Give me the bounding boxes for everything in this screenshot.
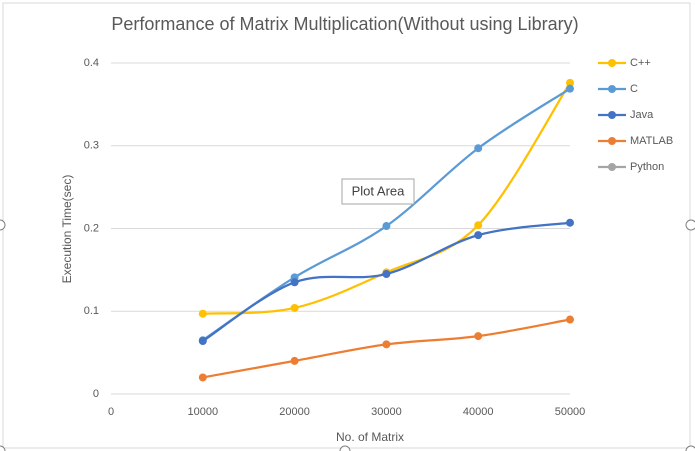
- tooltip-box: [341, 178, 415, 205]
- resize-handle[interactable]: [0, 445, 6, 451]
- legend-swatch: [608, 163, 616, 171]
- point: [474, 332, 483, 341]
- y-tick-label: 0.3: [84, 140, 99, 152]
- legend-label: Python: [630, 161, 664, 173]
- x-axis-label: No. of Matrix: [336, 430, 404, 444]
- point: [474, 144, 483, 153]
- legend-swatch: [608, 59, 616, 67]
- legend: C++ C Java MATLAB Python: [598, 57, 673, 173]
- point: [474, 221, 483, 230]
- legend-label: Java: [630, 109, 654, 121]
- point: [566, 78, 574, 87]
- point: [290, 303, 299, 312]
- x-tick-label: 10000: [188, 406, 219, 418]
- resize-handle[interactable]: [685, 445, 695, 451]
- point: [290, 356, 299, 365]
- legend-label: MATLAB: [630, 135, 673, 147]
- legend-swatch: [608, 137, 616, 145]
- point: [566, 315, 574, 324]
- point: [382, 340, 391, 349]
- point: [198, 309, 207, 318]
- legend-label: C: [630, 83, 638, 95]
- x-tick-label: 20000: [279, 406, 310, 418]
- x-tick-label: 0: [108, 406, 114, 418]
- legend-swatch: [608, 85, 616, 93]
- plot-area: 0 0.1 0.2 0.3 0.4 0 10000 20000 30000 40000 50000: [84, 57, 586, 418]
- tooltip: Plot Area: [352, 183, 406, 198]
- point: [566, 84, 574, 93]
- y-tick-label: 0.2: [84, 222, 99, 234]
- chart-title: Performance of Matrix Multiplication(Wit…: [111, 14, 578, 34]
- point: [566, 218, 574, 227]
- resize-handle[interactable]: [339, 445, 351, 451]
- point: [290, 278, 299, 287]
- x-tick-label: 30000: [371, 406, 402, 418]
- x-tick-label: 40000: [463, 406, 494, 418]
- y-tick-label: 0: [93, 388, 99, 400]
- x-tick-label: 50000: [555, 406, 586, 418]
- y-tick-label: 0.1: [84, 305, 99, 317]
- legend-label: C++: [630, 57, 651, 69]
- resize-handle[interactable]: [0, 219, 6, 231]
- point: [198, 337, 207, 346]
- y-axis-label: Execution Time(sec): [60, 175, 74, 284]
- y-tick-label: 0.4: [84, 57, 99, 69]
- legend-swatch: [608, 111, 616, 119]
- point: [382, 270, 391, 279]
- resize-handle[interactable]: [685, 219, 695, 231]
- point: [474, 231, 483, 240]
- point: [382, 222, 391, 231]
- point: [198, 373, 207, 382]
- series-line: [202, 82, 571, 315]
